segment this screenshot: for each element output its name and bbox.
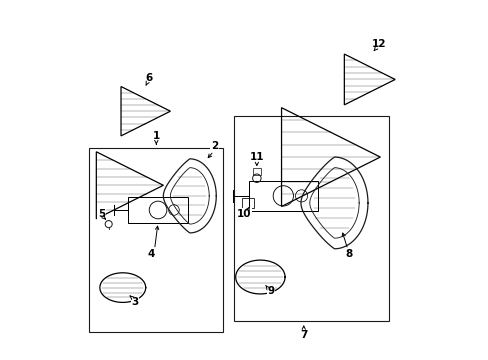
Bar [241,198,254,208]
Text: 8: 8 [344,249,351,259]
Bar [233,117,388,321]
Bar [252,168,261,175]
Bar [128,197,188,223]
Bar [248,181,317,211]
Text: 6: 6 [145,73,153,83]
Text: 3: 3 [131,297,139,307]
Text: 1: 1 [152,131,160,141]
Text: 4: 4 [147,249,154,259]
Text: 7: 7 [300,330,307,340]
Bar [89,148,223,332]
Text: 2: 2 [210,141,218,152]
Text: 10: 10 [236,208,250,219]
Text: 12: 12 [370,39,385,49]
Text: 5: 5 [98,208,105,219]
Text: 11: 11 [249,152,264,162]
Text: 9: 9 [267,286,274,296]
